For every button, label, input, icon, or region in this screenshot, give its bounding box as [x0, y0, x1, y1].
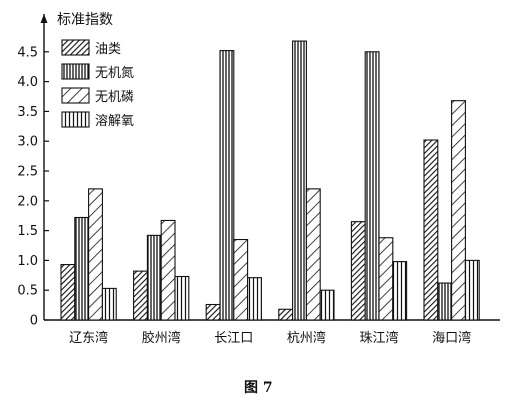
- y-tick-label: 4.5: [17, 45, 38, 60]
- y-axis-arrow: [40, 14, 48, 23]
- legend-label: 溶解氧: [95, 114, 134, 129]
- bar: [219, 50, 235, 321]
- bars: [60, 40, 480, 321]
- y-tick-label: 2.5: [17, 165, 38, 180]
- bar: [160, 219, 176, 321]
- bar: [247, 277, 262, 321]
- x-tick-label: 胶州湾: [142, 330, 181, 346]
- legend-swatch: [61, 63, 90, 80]
- bar: [305, 188, 321, 321]
- legend-swatch: [61, 39, 90, 56]
- x-tick-label: 珠江湾: [359, 330, 398, 346]
- legend-label: 无机磷: [95, 90, 134, 105]
- y-tick-label: 1.0: [17, 254, 38, 269]
- y-tick-label: 3.5: [17, 105, 38, 120]
- bar: [60, 264, 76, 321]
- y-tick-label: 3.0: [17, 135, 38, 150]
- bar: [174, 275, 190, 321]
- bar: [464, 259, 480, 321]
- bar: [292, 40, 307, 321]
- bar: [392, 261, 408, 321]
- bar: [364, 51, 380, 321]
- y-tick-label: 2.0: [17, 194, 38, 209]
- x-tick-label: 海口湾: [432, 330, 471, 346]
- bar: [319, 289, 335, 321]
- bar: [133, 270, 148, 321]
- bar: [350, 221, 366, 321]
- bar: [423, 139, 439, 321]
- figure-caption: 图 7: [244, 380, 273, 396]
- bar: [437, 282, 453, 321]
- bar: [233, 238, 249, 321]
- y-tick-label: 0.5: [17, 284, 38, 299]
- y-axis-ticks: 0 0.5 1.0 1.5 2.0 2.5 3.0 3.5 4.0 4.5: [17, 45, 49, 329]
- bar: [451, 100, 466, 321]
- legend-swatch: [61, 87, 90, 104]
- bar: [278, 308, 294, 321]
- legend-label: 无机氮: [95, 66, 134, 81]
- y-axis-label: 标准指数: [57, 12, 113, 28]
- y-tick-label: 0: [30, 314, 38, 329]
- bar: [146, 234, 162, 321]
- x-tick-label: 长江口: [214, 331, 253, 346]
- bar: [378, 237, 394, 321]
- bar: [205, 303, 221, 321]
- bar: [88, 188, 103, 321]
- y-tick-label: 4.0: [17, 75, 38, 90]
- bar: [101, 287, 117, 321]
- bar: [74, 216, 90, 321]
- legend-swatch: [61, 111, 90, 128]
- x-axis-labels: 辽东湾 胶州湾 长江口 杭州湾 珠江湾 海口湾: [69, 330, 471, 346]
- y-tick-label: 1.5: [17, 224, 38, 239]
- legend-label: 油类: [95, 42, 121, 57]
- x-tick-label: 辽东湾: [69, 330, 108, 346]
- x-tick-label: 杭州湾: [287, 330, 326, 346]
